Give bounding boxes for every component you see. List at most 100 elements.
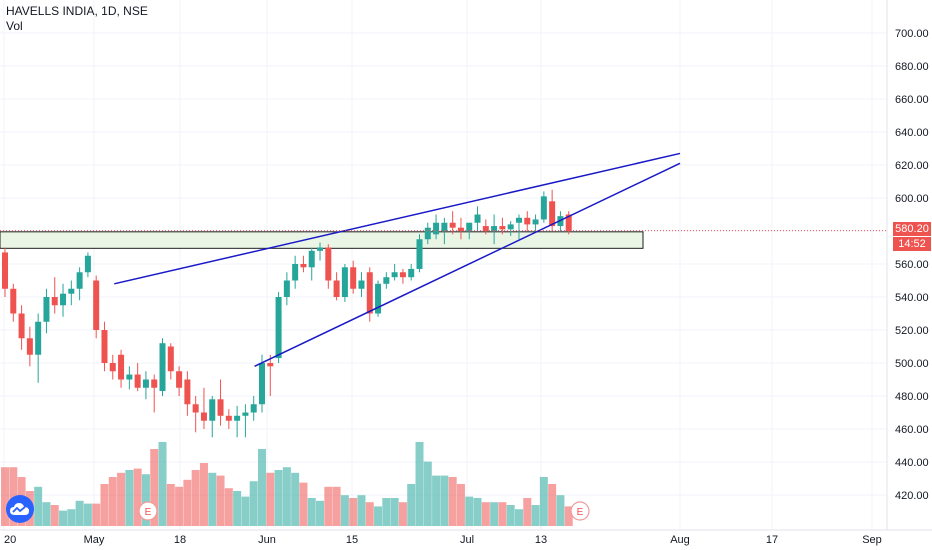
volume-bar bbox=[141, 474, 150, 526]
volume-bar bbox=[34, 486, 43, 526]
candle-body bbox=[26, 338, 33, 355]
y-tick-label: 460.00 bbox=[895, 424, 929, 436]
event-marker-circle bbox=[138, 501, 158, 521]
candle-body bbox=[209, 399, 216, 421]
volume-bar bbox=[390, 498, 399, 526]
volume-bar bbox=[42, 502, 51, 526]
candle-body bbox=[491, 226, 498, 231]
volume-bar bbox=[216, 475, 225, 526]
candlesticks bbox=[2, 189, 572, 438]
earnings-event-marker[interactable]: E bbox=[570, 501, 590, 521]
volume-bars bbox=[1, 442, 573, 526]
support-zone[interactable] bbox=[0, 231, 644, 249]
volume-bar bbox=[415, 442, 424, 526]
volume-bar bbox=[274, 470, 283, 526]
x-tick-label: Aug bbox=[670, 534, 690, 546]
volume-bar bbox=[299, 482, 308, 526]
candle-body bbox=[35, 321, 42, 355]
candle-body bbox=[317, 247, 324, 251]
candle-body bbox=[308, 250, 315, 268]
candle-body bbox=[84, 255, 91, 273]
tradingview-cloud-icon[interactable] bbox=[6, 495, 34, 523]
volume-bar bbox=[473, 498, 482, 526]
candle-body bbox=[60, 293, 67, 306]
volume-bar bbox=[108, 477, 117, 526]
volume-bar bbox=[307, 498, 316, 526]
trendlines[interactable] bbox=[114, 152, 681, 367]
volume-bar bbox=[59, 510, 68, 526]
volume-bar bbox=[548, 484, 557, 526]
volume-bar bbox=[282, 467, 291, 526]
volume-bar bbox=[564, 506, 573, 526]
candle-body bbox=[565, 214, 572, 231]
y-tick-label: 680.00 bbox=[895, 61, 929, 73]
volume-bar bbox=[456, 484, 465, 526]
upper-trendline[interactable] bbox=[114, 152, 681, 285]
volume-bar bbox=[440, 475, 449, 526]
y-tick-label: 620.00 bbox=[895, 160, 929, 172]
candle-body bbox=[283, 280, 290, 297]
x-tick-label: 13 bbox=[535, 534, 547, 546]
earnings-event-marker[interactable]: E bbox=[138, 501, 158, 521]
candle-body bbox=[416, 239, 423, 269]
candle-body bbox=[200, 412, 207, 421]
volume-bar bbox=[332, 486, 341, 526]
volume-bar bbox=[448, 477, 457, 526]
candle-body bbox=[366, 272, 373, 314]
volume-bar bbox=[349, 498, 358, 526]
candle-body bbox=[258, 363, 265, 405]
volume-bar bbox=[133, 468, 142, 526]
volume-bar bbox=[539, 477, 548, 526]
y-tick-label: 660.00 bbox=[895, 94, 929, 106]
support-zone-rect[interactable] bbox=[0, 231, 644, 249]
cloud-icon bbox=[10, 503, 29, 515]
volume-bar bbox=[224, 488, 233, 526]
y-tick-label: 700.00 bbox=[895, 28, 929, 40]
candle-body bbox=[93, 280, 100, 330]
price-axis[interactable]: 700.00 680.00 660.00 640.00 620.00 600.00 580.… bbox=[886, 0, 929, 530]
candle-body bbox=[524, 217, 531, 225]
candle-body bbox=[358, 280, 365, 289]
event-marker-circle bbox=[570, 501, 590, 521]
candle-body bbox=[51, 297, 58, 306]
volume-bar bbox=[208, 472, 217, 526]
candle-body bbox=[300, 264, 307, 268]
candle-body bbox=[507, 224, 514, 230]
candle-body bbox=[167, 346, 174, 372]
volume-bar bbox=[241, 496, 250, 526]
candle-body bbox=[225, 415, 232, 421]
volume-bar bbox=[498, 502, 507, 526]
volume-bar bbox=[175, 486, 184, 526]
candle-body bbox=[391, 272, 398, 278]
candle-body bbox=[217, 399, 224, 416]
candle-body bbox=[134, 374, 141, 388]
volume-bar bbox=[117, 472, 126, 526]
candle-body bbox=[275, 297, 282, 359]
candle-body bbox=[383, 277, 390, 284]
grid-lines bbox=[0, 0, 887, 530]
volume-bar bbox=[423, 461, 432, 526]
x-tick-label: May bbox=[84, 534, 105, 546]
lower-trendline[interactable] bbox=[254, 162, 681, 367]
candle-body bbox=[43, 297, 50, 322]
volume-bar bbox=[316, 500, 325, 526]
x-tick-label: Jul bbox=[460, 534, 474, 546]
volume-bar bbox=[514, 509, 523, 526]
candle-body bbox=[2, 252, 8, 289]
y-tick-label: 540.00 bbox=[895, 292, 929, 304]
volume-bar bbox=[340, 495, 349, 526]
time-axis[interactable]: 20 May 18 Jun 15 Jul 13 Aug 17 Sep bbox=[0, 529, 932, 546]
volume-bar bbox=[490, 502, 499, 526]
candle-body bbox=[333, 280, 340, 297]
candle-body bbox=[350, 267, 357, 289]
volume-bar bbox=[465, 496, 474, 526]
volume-bar bbox=[50, 505, 59, 526]
candle-body bbox=[18, 313, 25, 339]
y-tick-label: 600.00 bbox=[895, 193, 929, 205]
volume-bar bbox=[1, 467, 9, 526]
candle-body bbox=[192, 404, 199, 413]
candle-body bbox=[408, 268, 415, 278]
candle-body bbox=[540, 196, 547, 220]
